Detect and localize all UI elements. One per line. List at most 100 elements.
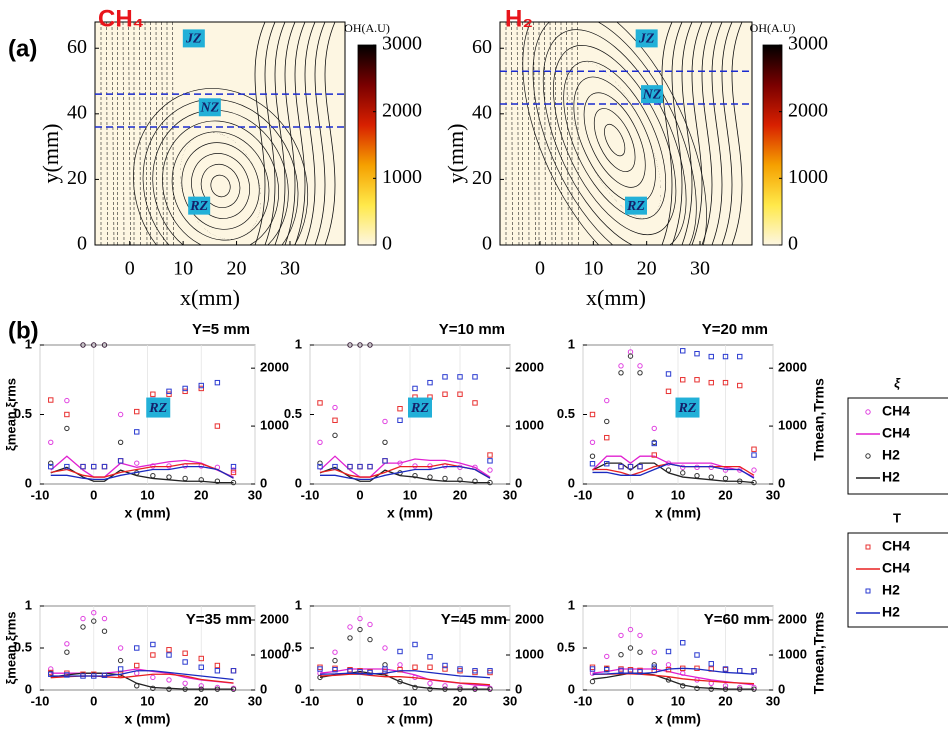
series-point (618, 463, 624, 470)
streamline (691, 22, 703, 245)
streamline (544, 22, 546, 245)
series-point (397, 662, 403, 668)
zone-label: RZ (189, 199, 208, 214)
series-point (357, 615, 363, 622)
streamline (200, 163, 241, 208)
series-point (134, 460, 140, 466)
series-point (134, 662, 140, 669)
y2-axis-label: Tmean,Trms (811, 612, 827, 695)
series-point (665, 662, 672, 668)
y-axis-label: y(mm) (38, 124, 63, 184)
series-point (317, 439, 323, 445)
series-point (472, 400, 478, 406)
series-point (198, 382, 204, 389)
y-tick-label: 60 (472, 36, 492, 58)
series-point (182, 659, 188, 665)
series-point (457, 391, 463, 397)
series-point (618, 632, 624, 639)
series-point (412, 463, 418, 469)
x-tick-label: 30 (766, 693, 780, 708)
oh-region (568, 61, 661, 219)
series-line (592, 463, 755, 479)
series-point (751, 467, 757, 473)
series-point (412, 641, 418, 648)
zone-label: NZ (200, 100, 220, 115)
x-tick-label: 30 (690, 258, 710, 280)
x-tick-label: 0 (356, 693, 363, 708)
y-tick-label: 1 (25, 336, 32, 351)
series-point (150, 472, 156, 479)
y2-tick-label: 1000 (515, 646, 544, 661)
y-tick-label: 0.5 (557, 639, 575, 654)
series-point (48, 463, 54, 470)
series-point (680, 464, 686, 471)
panel-label: (a) (8, 35, 37, 62)
series-point (230, 469, 237, 476)
series-point (214, 662, 221, 669)
series-point (457, 374, 463, 380)
series-point (751, 452, 757, 458)
streamline (701, 22, 713, 245)
series-point (367, 463, 373, 470)
series-point (80, 342, 86, 348)
series-point (665, 371, 672, 377)
series-point (637, 363, 643, 369)
series-line (319, 670, 491, 679)
zone-label: JZ (638, 32, 655, 47)
streamline (152, 109, 289, 245)
streamline (142, 98, 299, 245)
series-point (589, 678, 596, 685)
series-line (50, 465, 234, 481)
series-point (198, 385, 204, 392)
series-point (382, 418, 388, 425)
y-tick-label: 0 (295, 681, 302, 696)
series-point (751, 668, 757, 674)
series-point (382, 669, 388, 675)
streamline (563, 60, 667, 220)
series-point (367, 669, 373, 676)
series-point (604, 418, 610, 425)
y-tick-label: 0.5 (14, 406, 32, 421)
y2-tick-label: 2000 (260, 360, 289, 375)
streamline (181, 142, 260, 230)
series-point (665, 648, 672, 655)
y2-tick-label: 0 (515, 681, 522, 696)
series-point (397, 406, 403, 412)
series-point (472, 668, 478, 674)
series-point (589, 453, 596, 459)
series-point (651, 649, 657, 655)
series-point (427, 379, 433, 386)
series-line (319, 455, 491, 478)
streamline (106, 22, 108, 245)
series-point (382, 458, 388, 464)
zone-box (408, 397, 432, 418)
chart-title: CH₄ (98, 5, 144, 32)
y-tick-label: 0.5 (557, 406, 575, 421)
series-point (680, 377, 686, 383)
legend-label: CH4 (882, 538, 910, 554)
series-point (427, 474, 433, 480)
series-point (382, 458, 388, 464)
x-tick-label: 30 (766, 487, 780, 502)
y-tick-label: 0 (77, 233, 87, 255)
x-tick-label: 30 (503, 693, 517, 708)
series-point (80, 463, 86, 470)
streamline (583, 92, 646, 188)
y-axis-label: ξmean,ξrms (3, 378, 18, 451)
y-tick-label: 20 (472, 167, 492, 189)
series-point (150, 463, 156, 469)
series-point (589, 666, 596, 672)
series-point (737, 668, 743, 674)
series-point (64, 649, 70, 655)
x-axis-label: x (mm) (125, 505, 171, 521)
series-point (117, 439, 124, 445)
y2-tick-label: 0 (260, 475, 267, 490)
series-point (412, 664, 418, 670)
y-tick-label: 0.5 (284, 406, 302, 421)
series-point (427, 664, 433, 670)
x-tick-label: 20 (718, 487, 732, 502)
streamline (532, 22, 697, 245)
x-tick-label: 10 (583, 258, 603, 280)
series-point (332, 463, 338, 470)
